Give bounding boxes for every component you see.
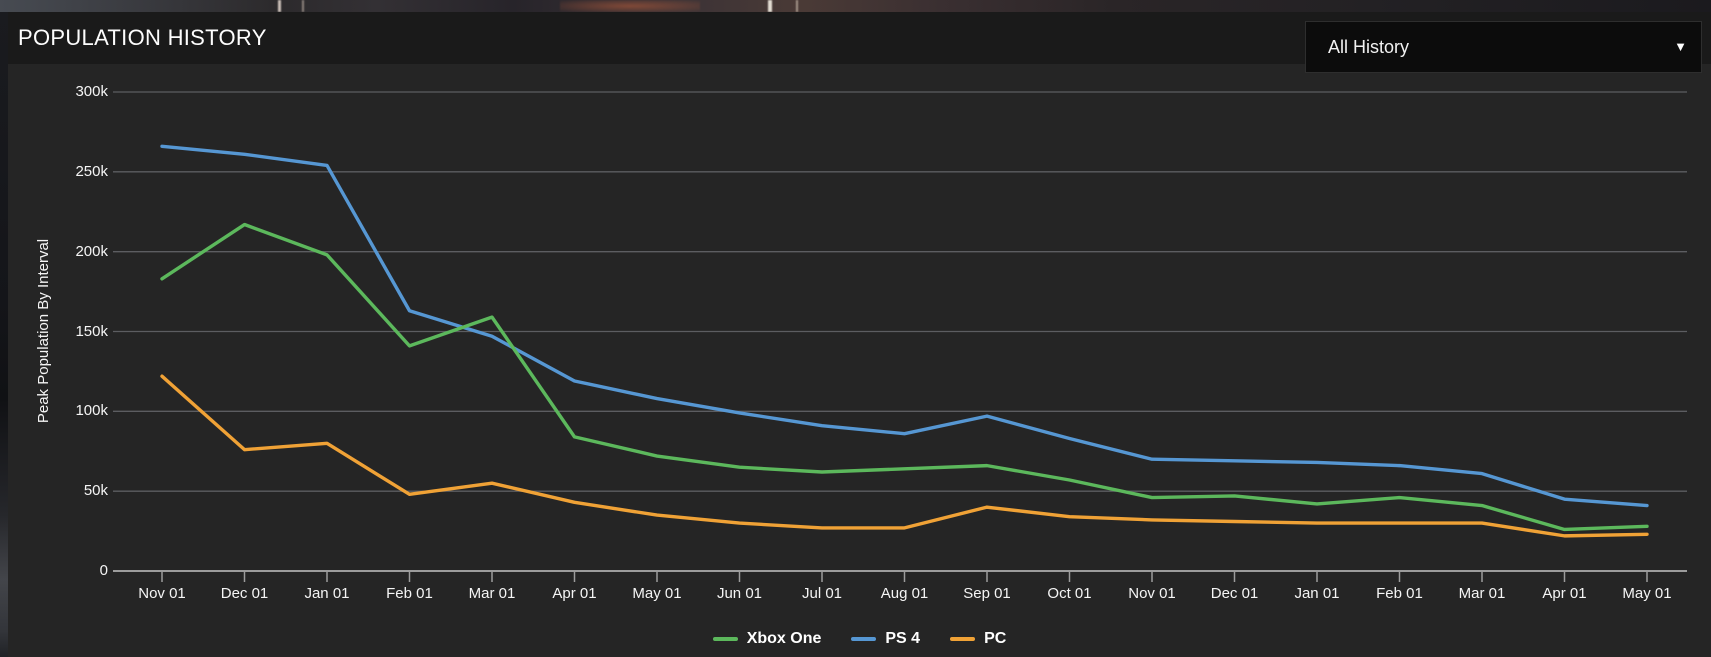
legend-item-ps4: PS 4 — [851, 630, 920, 648]
photo-light-streak — [796, 0, 798, 12]
background-photo-top-strip — [0, 0, 1711, 12]
photo-glow — [560, 0, 700, 12]
legend-label: PC — [984, 630, 1007, 647]
series-line-pc — [160, 374, 1649, 538]
legend-label: PS 4 — [885, 630, 921, 647]
history-range-dropdown[interactable]: All History ▼ — [1305, 21, 1702, 73]
history-range-value: All History — [1328, 37, 1410, 57]
chart-legend: Xbox One PS 4 PC — [8, 629, 1711, 649]
series-line-ps-4 — [160, 144, 1649, 508]
legend-label: Xbox One — [746, 630, 822, 647]
ps4-line-swatch — [851, 637, 877, 641]
photo-light-streak — [302, 0, 304, 12]
xbox-one-line-swatch — [712, 637, 738, 641]
legend-item-xbox-one: Xbox One — [712, 630, 822, 648]
panel-header: POPULATION HISTORY — [8, 12, 1711, 64]
photo-light-streak — [278, 0, 281, 12]
chevron-down-icon: ▼ — [1674, 39, 1687, 54]
y-axis-title: Peak Population By Interval — [35, 238, 52, 424]
legend-item-pc: PC — [950, 630, 1006, 648]
pc-line-swatch — [950, 637, 976, 641]
panel-title: POPULATION HISTORY — [18, 25, 267, 50]
population-history-panel: POPULATION HISTORY — [8, 12, 1711, 657]
series-line-xbox-one — [160, 222, 1649, 532]
photo-light-streak — [768, 0, 772, 12]
background-photo-left-strip — [0, 12, 8, 657]
